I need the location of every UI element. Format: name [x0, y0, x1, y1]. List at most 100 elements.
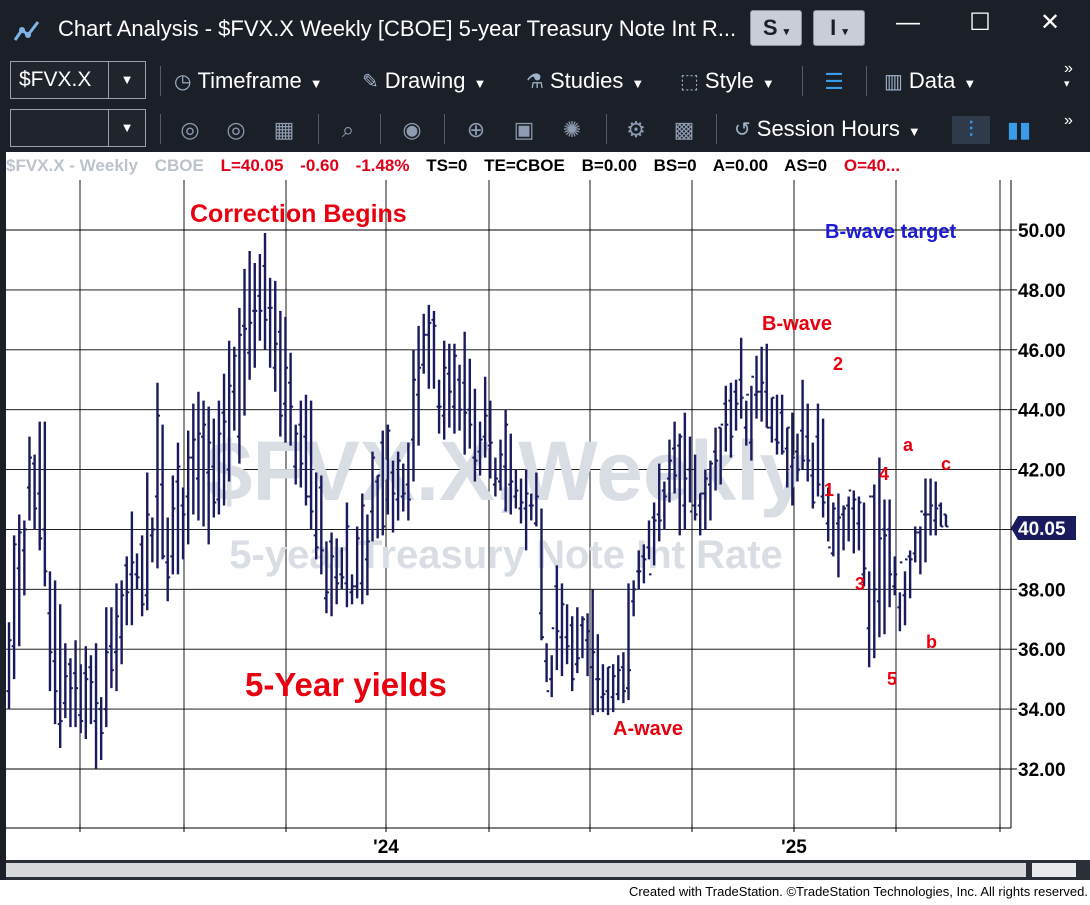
style-menu[interactable]: ⬚ Style ▼ [680, 66, 775, 96]
ohlc-bar [52, 580, 58, 725]
close-icon[interactable]: ✕ [1039, 9, 1061, 36]
target-icon[interactable]: ◎ [180, 117, 200, 142]
annotations: Correction Begins 5-Year yields B-wave tar… [190, 200, 956, 740]
ohlc-bar [774, 394, 780, 455]
ohlc-bar [805, 403, 811, 482]
toolbar-divider [318, 114, 319, 144]
toolbar-divider [716, 114, 717, 144]
chart-area[interactable]: $FVX.X,Weekly 5-year Treasury Note Int R… [6, 180, 1090, 860]
minimize-icon[interactable]: — [896, 9, 920, 36]
ohlc-bar [211, 418, 217, 518]
save-icon[interactable]: ▣ [513, 117, 535, 142]
chevron-down-icon[interactable]: ▼ [108, 62, 145, 98]
time-axis: '24 '25 [79, 824, 1001, 858]
scrollbar-thumb[interactable] [6, 863, 1026, 877]
chart-annotation: A-wave [613, 718, 683, 740]
ohlc-bar [672, 421, 678, 494]
ohlc-bar [441, 340, 447, 440]
more-options-icon[interactable]: » [1064, 112, 1073, 129]
ohlc-bar [569, 616, 575, 692]
timeframe-menu[interactable]: ◷ Timeframe ▼ [174, 66, 323, 96]
flask-icon: ⚗ [526, 71, 544, 93]
ohlc-bar [236, 307, 242, 464]
ohlc-bar [108, 607, 114, 689]
chart-app-icon [13, 21, 40, 41]
ohlc-bar [697, 492, 703, 536]
target-alt-icon[interactable]: ◎ [226, 117, 246, 142]
y-tick-label: 34.00 [1018, 700, 1066, 721]
last-price-tag [1011, 515, 1076, 540]
ohlc-bar [339, 547, 345, 590]
info-last: L=40.05 [220, 156, 284, 175]
maximize-icon[interactable]: ☐ [969, 9, 991, 36]
search-chart-icon[interactable]: ⌕ [341, 117, 355, 142]
symbol-input[interactable]: $FVX.X ▼ [10, 61, 146, 99]
i-button[interactable]: I ▾ [813, 10, 865, 46]
ohlc-bar [385, 424, 391, 515]
ohlc-bar [841, 505, 847, 551]
ohlc-bar [718, 423, 724, 485]
ohlc-bar [201, 400, 207, 527]
ohlc-bar [661, 481, 667, 530]
chevron-down-icon[interactable]: ▼ [108, 110, 145, 146]
ohlc-bar [175, 442, 181, 575]
layout-icon[interactable]: ☰ [824, 69, 844, 94]
info-exchange: CBOE [154, 156, 204, 175]
ohlc-bar [436, 379, 442, 434]
ohlc-bar [83, 646, 89, 740]
ohlc-bar [554, 565, 560, 671]
chart-annotation: 1 [824, 480, 834, 500]
ohlc-bar [513, 469, 519, 509]
ohlc-bar [882, 499, 888, 635]
ohlc-bar [518, 478, 524, 524]
network-icon[interactable]: ✺ [562, 117, 582, 142]
ohlc-bar [810, 442, 816, 509]
more-options-icon[interactable]: » ▾ [1064, 60, 1073, 91]
info-pct-change: -1.48% [355, 156, 410, 175]
toolbar-divider [444, 114, 445, 144]
candlestick-icon[interactable]: ▮▮ [1006, 117, 1032, 142]
secondary-symbol-input[interactable]: ▼ [10, 109, 146, 147]
settings-icon[interactable]: ⚙ [626, 117, 646, 142]
horizontal-scrollbar[interactable] [6, 860, 1090, 880]
toolbar-divider [160, 66, 161, 96]
session-hours-menu[interactable]: ↺ Session Hours ▼ [734, 114, 921, 144]
data-menu[interactable]: ▥ Data ▼ [884, 66, 976, 96]
ohlc-bar [298, 400, 304, 488]
chart-annotation: 2 [833, 354, 843, 374]
y-tick-label: 44.00 [1018, 401, 1066, 422]
y-tick-label: 36.00 [1018, 640, 1066, 661]
info-change: -0.60 [300, 156, 339, 175]
info-ask: A=0.00 [712, 156, 769, 175]
x-tick-label: '24 [373, 837, 399, 858]
ohlc-bar [6, 622, 12, 710]
ohlc-bar [190, 403, 196, 515]
ohlc-bar [400, 463, 406, 512]
ohlc-bar [687, 436, 693, 513]
ohlc-bar [733, 379, 739, 431]
ohlc-bar [267, 277, 273, 368]
magnify-icon[interactable]: ⊕ [466, 117, 486, 142]
ohlc-bar [11, 535, 17, 680]
ohlc-bar [282, 316, 288, 443]
scrollbar-end-button[interactable] [1032, 863, 1076, 877]
studies-menu[interactable]: ⚗ Studies ▼ [526, 66, 644, 96]
ohlc-bar [313, 472, 319, 560]
drawing-menu[interactable]: ✎ Drawing ▼ [362, 66, 486, 96]
ohlc-bar [421, 313, 427, 374]
ohlc-bar [134, 553, 140, 590]
image-icon[interactable]: ▩ [673, 117, 695, 142]
ohlc-bar [32, 454, 38, 530]
ohlc-bar [180, 487, 186, 560]
bar-chart-style-icon[interactable]: ⫶ [952, 116, 990, 144]
radar-icon[interactable]: ◉ [402, 117, 422, 142]
ohlc-bar [154, 382, 160, 569]
ohlc-bar [272, 280, 278, 392]
ohlc-bar [748, 375, 754, 461]
ohlc-bar [165, 517, 171, 602]
calendar-icon[interactable]: ▦ [273, 117, 295, 142]
ohlc-bar [457, 364, 463, 431]
s-button[interactable]: S ▾ [750, 10, 802, 46]
ohlc-bar [334, 538, 340, 605]
price-chart[interactable]: $FVX.X,Weekly 5-year Treasury Note Int R… [6, 180, 1090, 860]
